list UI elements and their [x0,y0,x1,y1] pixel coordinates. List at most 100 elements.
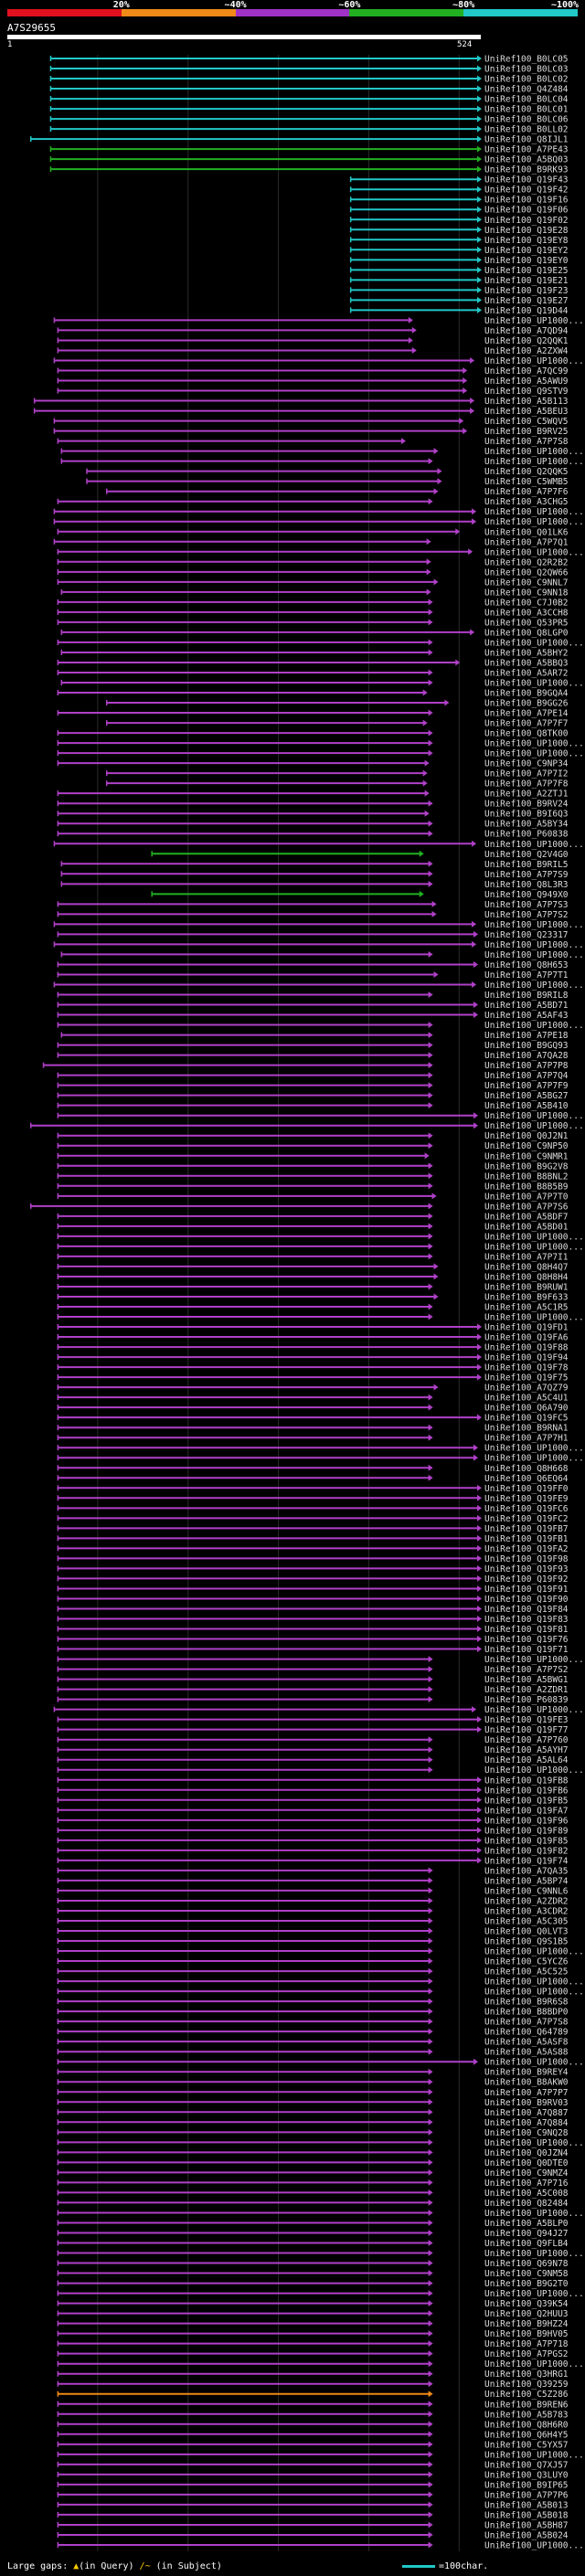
hit-row[interactable]: UniRef100_A7P7S6 [29,1202,569,1212]
hit-row[interactable]: UniRef100_A7P7I1 [57,1252,569,1262]
hit-label[interactable]: UniRef100_B0LL02 [484,125,569,135]
hit-row[interactable]: UniRef100_Q19F43 [349,175,569,186]
hit-label[interactable]: UniRef100_UP1000... [484,1988,584,1998]
hit-row[interactable]: UniRef100_C7J0B2 [57,598,569,608]
hit-row[interactable]: UniRef100_Q19F42 [349,186,569,196]
hit-row[interactable]: UniRef100_Q3HRG1 [57,2369,569,2380]
hit-row[interactable]: UniRef100_UP1000... [57,2450,584,2460]
hit-label[interactable]: UniRef100_Q9FLB4 [484,2239,569,2249]
hit-row[interactable]: UniRef100_P60838 [57,830,569,840]
hit-row[interactable]: UniRef100_UP1000... [53,517,584,527]
hit-label[interactable]: UniRef100_B9REY4 [484,2068,569,2078]
hit-row[interactable]: UniRef100_Q8L3R3 [60,880,569,890]
hit-row[interactable]: UniRef100_B0LC05 [49,55,569,65]
hit-label[interactable]: UniRef100_UP1000... [484,679,584,689]
hit-row[interactable]: UniRef100_UP1000... [57,749,584,759]
hit-label[interactable]: UniRef100_A5BEU3 [484,407,569,417]
hit-row[interactable]: UniRef100_B0LC02 [49,75,569,85]
hit-label[interactable]: UniRef100_Q19F93 [484,1564,569,1574]
hit-row[interactable]: UniRef100_B9I6Q3 [57,810,569,820]
hit-label[interactable]: UniRef100_Q19F76 [484,1635,569,1645]
hit-row[interactable]: UniRef100_Q39K54 [57,2299,569,2309]
hit-label[interactable]: UniRef100_Q19F94 [484,1353,569,1363]
hit-row[interactable]: UniRef100_A7P760 [57,1735,569,1745]
hit-row[interactable]: UniRef100_Q0DTE0 [57,2158,569,2168]
hit-row[interactable]: UniRef100_Q2V4G0 [151,850,569,860]
hit-row[interactable]: UniRef100_B9IP65 [57,2480,569,2490]
hit-label[interactable]: UniRef100_Q19F84 [484,1605,569,1615]
hit-row[interactable]: UniRef100_UP1000... [29,1121,584,1131]
hit-row[interactable]: UniRef100_B9HZ24 [57,2319,569,2329]
hit-row[interactable]: UniRef100_Q2QQK5 [86,467,569,477]
hit-label[interactable]: UniRef100_Q23317 [484,930,569,940]
hit-row[interactable]: UniRef100_Q6H4Y5 [57,2430,569,2440]
hit-label[interactable]: UniRef100_B9R6S8 [484,1998,569,2008]
hit-label[interactable]: UniRef100_Q19F78 [484,1363,569,1373]
hit-label[interactable]: UniRef100_A5BBQ3 [484,658,569,668]
hit-row[interactable]: UniRef100_Q19F94 [57,1353,569,1363]
hit-row[interactable]: UniRef100_Q8H4Q7 [57,1262,569,1272]
hit-label[interactable]: UniRef100_Q19F83 [484,1615,569,1625]
hit-row[interactable]: UniRef100_Q69N78 [57,2259,569,2269]
hit-label[interactable]: UniRef100_Q19F91 [484,1585,569,1595]
hit-label[interactable]: UniRef100_B8BDP0 [484,2008,569,2018]
hit-row[interactable]: UniRef100_Q0J2N1 [57,1131,569,1141]
hit-label[interactable]: UniRef100_A3CDR2 [484,1906,569,1916]
hit-row[interactable]: UniRef100_Q8LGP0 [60,628,569,638]
hit-label[interactable]: UniRef100_A7PE43 [484,145,569,155]
hit-row[interactable]: UniRef100_B9REY4 [57,2068,569,2078]
hit-row[interactable]: UniRef100_Q19F98 [57,1554,569,1564]
hit-label[interactable]: UniRef100_Q19FE9 [484,1494,569,1504]
hit-row[interactable]: UniRef100_Q2HUU3 [57,2309,569,2319]
hit-label[interactable]: UniRef100_UP1000... [484,2359,584,2369]
hit-label[interactable]: UniRef100_Q01LK6 [484,527,569,537]
hit-row[interactable]: UniRef100_A5BEU3 [33,407,569,417]
hit-label[interactable]: UniRef100_Q19F81 [484,1625,569,1635]
hit-row[interactable]: UniRef100_C5WMB5 [86,477,569,487]
hit-label[interactable]: UniRef100_A2ZDR2 [484,1896,569,1906]
hit-label[interactable]: UniRef100_B9G2V8 [484,1161,569,1171]
hit-label[interactable]: UniRef100_C9NP50 [484,1141,569,1151]
hit-row[interactable]: UniRef100_A5AL64 [57,1755,569,1765]
hit-label[interactable]: UniRef100_Q82484 [484,2199,569,2209]
hit-label[interactable]: UniRef100_Q6EQ64 [484,1474,569,1484]
hit-row[interactable]: UniRef100_A7P7Q4 [57,1071,569,1081]
hit-row[interactable]: UniRef100_Q01LK6 [57,527,569,537]
hit-label[interactable]: UniRef100_UP1000... [484,1947,584,1957]
hit-row[interactable]: UniRef100_UP1000... [57,547,584,557]
hit-label[interactable]: UniRef100_Q19FB1 [484,1534,569,1544]
hit-label[interactable]: UniRef100_B9GQ93 [484,1041,569,1051]
hit-label[interactable]: UniRef100_C9NP34 [484,759,569,769]
hit-row[interactable]: UniRef100_Q19D44 [349,306,569,316]
hit-row[interactable]: UniRef100_B9GQA4 [57,689,569,699]
hit-label[interactable]: UniRef100_A5BD01 [484,1222,569,1232]
hit-row[interactable]: UniRef100_A5B783 [57,2410,569,2420]
hit-label[interactable]: UniRef100_C9NNL6 [484,1886,569,1896]
hit-row[interactable]: UniRef100_UP1000... [60,457,584,467]
hit-row[interactable]: UniRef100_UP1000... [57,2138,584,2148]
hit-row[interactable]: UniRef100_UP1000... [57,1313,584,1323]
hit-row[interactable]: UniRef100_UP1000... [57,2209,584,2219]
hit-label[interactable]: UniRef100_A7P7S2 [484,1665,569,1675]
hit-label[interactable]: UniRef100_A7QC99 [484,366,569,376]
hit-row[interactable]: UniRef100_UP1000... [57,1454,584,1464]
hit-row[interactable]: UniRef100_UP1000... [57,638,584,648]
hit-label[interactable]: UniRef100_A5BY34 [484,820,569,830]
hit-row[interactable]: UniRef100_Q19FA6 [57,1333,569,1343]
hit-row[interactable]: UniRef100_A7P7F9 [57,1081,569,1091]
hit-label[interactable]: UniRef100_B9RV25 [484,427,569,437]
hit-label[interactable]: UniRef100_C9NM58 [484,2269,569,2279]
hit-label[interactable]: UniRef100_A7P7F6 [484,487,569,497]
hit-row[interactable]: UniRef100_UP1000... [60,679,584,689]
hit-row[interactable]: UniRef100_A7P7S3 [57,900,569,910]
hit-label[interactable]: UniRef100_Q19F89 [484,1826,569,1836]
hit-label[interactable]: UniRef100_A5AR72 [484,668,569,678]
hit-label[interactable]: UniRef100_B9GG26 [484,699,569,709]
hit-row[interactable]: UniRef100_UP1000... [57,1988,584,1998]
hit-label[interactable]: UniRef100_B9RIL8 [484,991,569,1001]
hit-label[interactable]: UniRef100_Q19F06 [484,206,569,216]
hit-row[interactable]: UniRef100_UP1000... [53,940,584,950]
hit-row[interactable]: UniRef100_A5ASF8 [57,2038,569,2048]
hit-row[interactable]: UniRef100_Q8IJL1 [29,135,569,145]
hit-row[interactable]: UniRef100_A5C305 [57,1916,569,1926]
